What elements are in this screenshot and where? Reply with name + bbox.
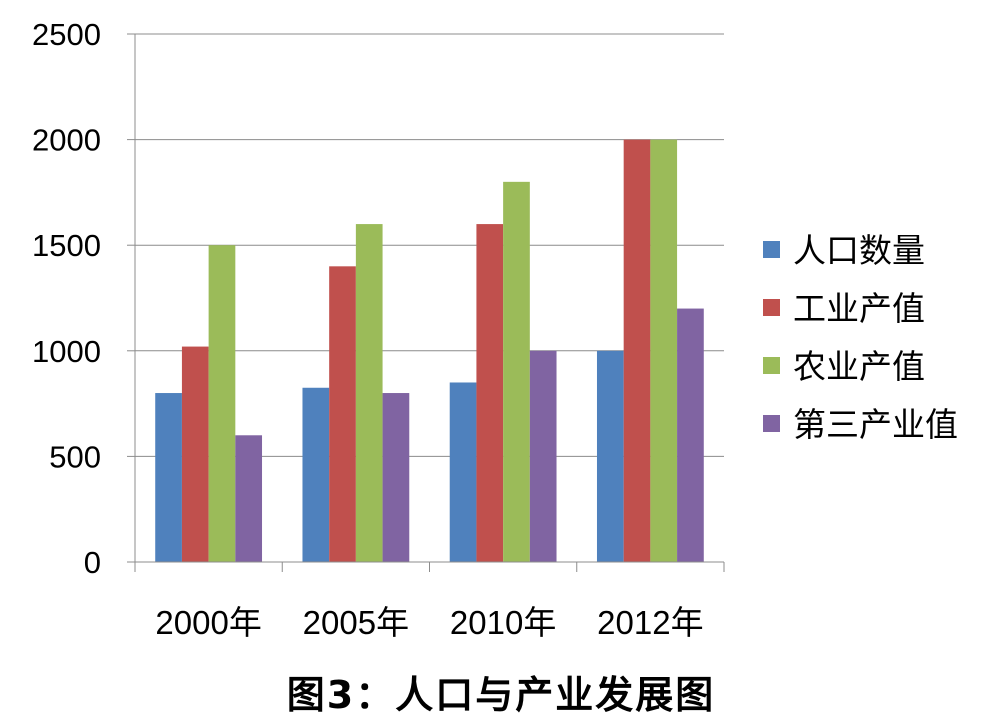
- bar: [302, 387, 330, 562]
- bar: [329, 266, 356, 562]
- x-tick-labels: 2000年 2005年 2010年 2012年: [155, 604, 703, 641]
- figure-caption: 图3：人口与产业发展图: [286, 673, 716, 717]
- bar: [181, 346, 209, 562]
- y-tick-label: 1500: [32, 228, 101, 263]
- legend-swatch: [763, 415, 780, 432]
- bar-chart: 0 500 1000 1500 2000 2500 2000年 2005年 2010年 2012…: [32, 17, 958, 641]
- bar: [235, 435, 263, 562]
- legend-label: 工业产值: [793, 290, 925, 327]
- legend-label: 农业产值: [793, 348, 925, 385]
- x-tick-label: 2012年: [597, 604, 703, 641]
- bar: [529, 350, 557, 562]
- legend-swatch: [763, 357, 780, 374]
- bar: [677, 308, 704, 562]
- x-tick-label: 2005年: [303, 604, 409, 641]
- y-tick-label: 2000: [32, 123, 101, 158]
- bar: [650, 139, 678, 562]
- bar: [208, 245, 236, 562]
- legend-swatch: [763, 299, 780, 316]
- legend-swatch: [763, 241, 780, 258]
- y-tick-label: 500: [49, 439, 101, 474]
- bar: [382, 393, 410, 562]
- bars: [155, 139, 704, 562]
- x-tick-label: 2000年: [155, 604, 261, 641]
- axes: [127, 33, 725, 572]
- bar: [503, 181, 530, 562]
- y-tick-label: 2500: [32, 17, 101, 52]
- bar: [623, 139, 651, 562]
- y-tick-label: 1000: [32, 334, 101, 369]
- legend-label: 人口数量: [793, 232, 925, 269]
- bar: [476, 224, 504, 562]
- y-tick-labels: 0 500 1000 1500 2000 2500: [32, 17, 101, 580]
- bar: [155, 393, 182, 562]
- y-tick-label: 0: [84, 545, 101, 580]
- bar: [449, 382, 477, 562]
- bar: [596, 350, 624, 562]
- bar: [355, 224, 383, 562]
- x-tick-label: 2010年: [450, 604, 556, 641]
- legend-label: 第三产业值: [793, 406, 958, 443]
